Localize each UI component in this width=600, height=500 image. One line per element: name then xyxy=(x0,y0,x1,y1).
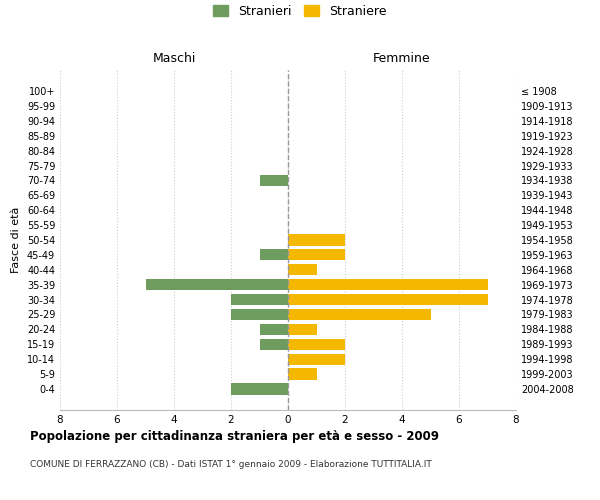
Bar xyxy=(288,338,345,350)
Bar xyxy=(260,338,288,350)
Bar xyxy=(288,279,487,290)
Text: Maschi: Maschi xyxy=(152,52,196,65)
Bar xyxy=(288,234,345,246)
Bar xyxy=(288,368,317,380)
Bar xyxy=(288,354,345,365)
Bar xyxy=(260,324,288,335)
Bar xyxy=(288,250,345,260)
Legend: Stranieri, Straniere: Stranieri, Straniere xyxy=(208,0,392,23)
Bar xyxy=(288,309,431,320)
Text: Popolazione per cittadinanza straniera per età e sesso - 2009: Popolazione per cittadinanza straniera p… xyxy=(30,430,439,443)
Bar xyxy=(231,309,288,320)
Bar xyxy=(146,279,288,290)
Bar xyxy=(288,264,317,276)
Bar xyxy=(260,250,288,260)
Y-axis label: Fasce di età: Fasce di età xyxy=(11,207,21,273)
Bar xyxy=(260,175,288,186)
Bar xyxy=(231,294,288,305)
Bar xyxy=(288,324,317,335)
Bar xyxy=(231,384,288,394)
Text: COMUNE DI FERRAZZANO (CB) - Dati ISTAT 1° gennaio 2009 - Elaborazione TUTTITALIA: COMUNE DI FERRAZZANO (CB) - Dati ISTAT 1… xyxy=(30,460,432,469)
Text: Femmine: Femmine xyxy=(373,52,431,65)
Bar xyxy=(288,294,487,305)
